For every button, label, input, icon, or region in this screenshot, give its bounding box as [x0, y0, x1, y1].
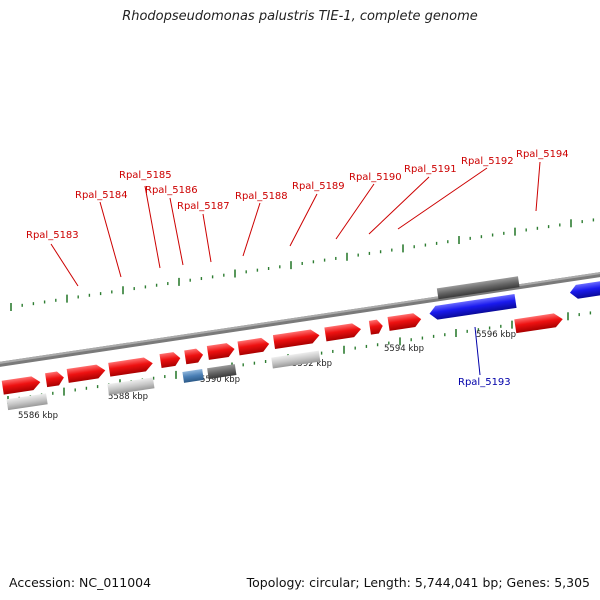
gene-arrow[interactable]: [237, 337, 270, 356]
genome-summary-text: Topology: circular; Length: 5,744,041 bp…: [246, 575, 590, 590]
upper-tick-track: [10, 218, 595, 311]
gene-label[interactable]: Rpal_5190: [349, 172, 402, 183]
reverse-gene-row: [428, 276, 600, 321]
feature-block[interactable]: [6, 393, 48, 411]
gene-arrow[interactable]: [66, 363, 107, 383]
gene-label[interactable]: Rpal_5189: [292, 181, 345, 192]
feature-block[interactable]: [436, 276, 520, 300]
gene-label[interactable]: Rpal_5194: [516, 149, 569, 160]
gene-arrow[interactable]: [45, 371, 65, 388]
ruler-label: 5596 kbp: [476, 330, 516, 340]
gene-arrow[interactable]: [206, 342, 236, 360]
ruler-label: 5592 kbp: [292, 359, 332, 369]
gene-arrow[interactable]: [159, 351, 182, 368]
rna-block[interactable]: [182, 368, 204, 383]
accession-text: Accession: NC_011004: [9, 575, 152, 590]
gene-arrow[interactable]: [368, 319, 384, 335]
gene-label[interactable]: Rpal_5187: [177, 201, 230, 212]
ruler-label: 5590 kbp: [200, 375, 240, 385]
feature-block[interactable]: [107, 377, 155, 396]
ruler-label: 5586 kbp: [18, 411, 58, 421]
gene-arrow[interactable]: [324, 322, 362, 342]
gene-arrow[interactable]: [569, 280, 600, 299]
gene-label[interactable]: Rpal_5191: [404, 164, 457, 175]
gene-label[interactable]: Rpal_5193: [458, 377, 511, 388]
gene-label[interactable]: Rpal_5192: [461, 156, 514, 167]
gene-label[interactable]: Rpal_5186: [145, 185, 198, 196]
gene-label-group: Rpal_5183 Rpal_5184 Rpal_5185 Rpal_5186 …: [26, 149, 569, 388]
feature-block[interactable]: [207, 364, 237, 380]
map-title: Rhodopseudomonas palustris TIE-1, comple…: [122, 9, 478, 24]
gene-arrow[interactable]: [108, 356, 154, 377]
ruler-labels: 5586 kbp 5588 kbp 5590 kbp 5592 kbp 5594 kbp…: [18, 330, 516, 421]
gene-label[interactable]: Rpal_5183: [26, 230, 79, 241]
gene-arrow[interactable]: [514, 312, 564, 334]
gene-label[interactable]: Rpal_5188: [235, 191, 288, 202]
ruler-label: 5588 kbp: [108, 392, 148, 402]
label-connectors: [50, 161, 541, 376]
outer-feature-row: [6, 312, 564, 411]
gene-arrow[interactable]: [1, 375, 42, 395]
gene-arrow[interactable]: [387, 312, 423, 331]
gene-arrow[interactable]: [428, 294, 517, 321]
forward-gene-row: [1, 312, 423, 395]
feature-track: [1, 276, 600, 411]
gene-arrow[interactable]: [272, 328, 321, 350]
ruler-label: 5594 kbp: [384, 344, 424, 354]
gene-label[interactable]: Rpal_5184: [75, 190, 128, 201]
feature-block[interactable]: [271, 350, 321, 369]
gene-arrow[interactable]: [184, 348, 204, 365]
gene-label[interactable]: Rpal_5185: [119, 170, 172, 181]
